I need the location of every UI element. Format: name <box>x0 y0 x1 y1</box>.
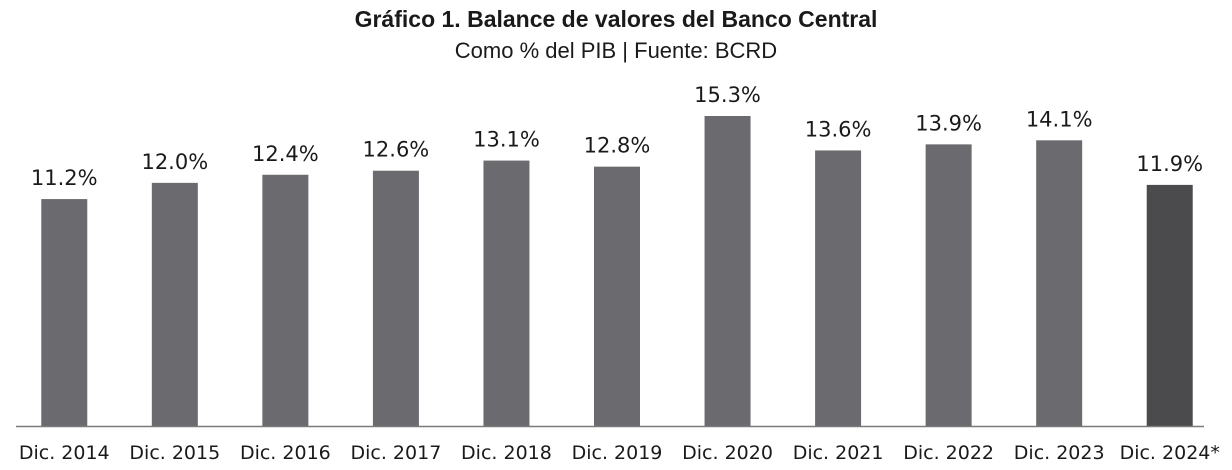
data-label: 12.6% <box>363 138 430 162</box>
bar-dic-2014 <box>41 199 88 426</box>
x-tick-label: Dic. 2023 <box>1014 442 1105 464</box>
x-tick-label: Dic. 2015 <box>129 442 220 464</box>
bar-dic-2015 <box>151 182 198 426</box>
data-label: 13.6% <box>805 117 872 141</box>
data-label: 12.4% <box>252 142 319 166</box>
bar-dic-2022 <box>925 144 972 426</box>
data-labels-layer: 11.2% 12.0% 12.4% 12.6% 13.1% 12.8% 15.3% 13.6%… <box>31 83 1203 190</box>
chart-title: Gráfico 1. Balance de valores del Banco … <box>354 6 878 32</box>
x-tick-label: Dic. 2022 <box>903 442 994 464</box>
x-tick-label: Dic. 2014 <box>19 442 110 464</box>
data-label: 15.3% <box>694 83 761 107</box>
x-tick-label: Dic. 2017 <box>351 442 442 464</box>
bars-layer <box>41 116 1193 426</box>
data-label: 13.9% <box>915 111 982 135</box>
bar-dic-2024 <box>1146 184 1193 426</box>
bar-dic-2020 <box>704 116 751 426</box>
bar-dic-2021 <box>815 150 862 426</box>
data-label: 11.9% <box>1136 152 1203 176</box>
x-tick-labels-layer: Dic. 2014 Dic. 2015 Dic. 2016 Dic. 2017 Dic.… <box>19 442 1220 464</box>
data-label: 14.1% <box>1026 107 1093 131</box>
chart-subtitle: Como % del PIB | Fuente: BCRD <box>454 38 778 63</box>
bar-dic-2017 <box>372 170 419 426</box>
data-label: 11.2% <box>31 166 98 190</box>
bar-dic-2018 <box>483 160 530 426</box>
x-tick-label: Dic. 2018 <box>461 442 552 464</box>
data-label: 12.8% <box>584 134 651 158</box>
data-label: 13.1% <box>473 128 540 152</box>
x-tick-label: Dic. 2019 <box>572 442 663 464</box>
bar-dic-2019 <box>594 166 640 426</box>
bar-dic-2016 <box>262 174 309 426</box>
x-tick-label: Dic. 2020 <box>682 442 773 464</box>
x-tick-label: Dic. 2016 <box>240 442 331 464</box>
data-label: 12.0% <box>141 150 208 174</box>
x-tick-label: Dic. 2021 <box>793 442 884 464</box>
bar-dic-2023 <box>1036 140 1083 426</box>
x-tick-label: Dic. 2024* <box>1120 442 1220 464</box>
